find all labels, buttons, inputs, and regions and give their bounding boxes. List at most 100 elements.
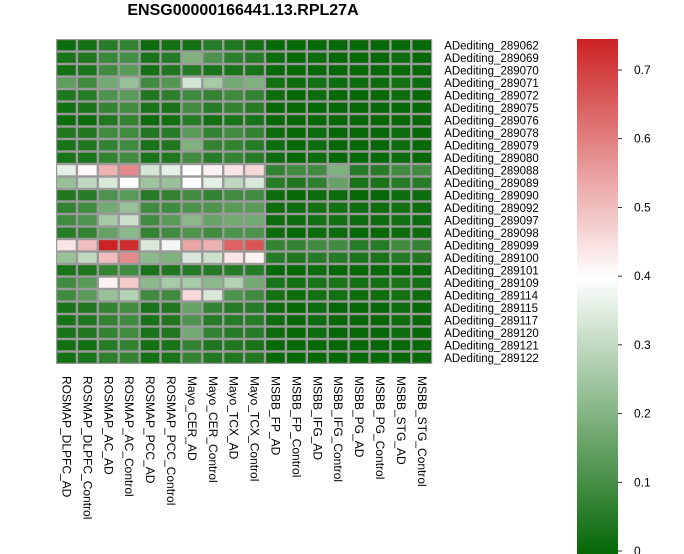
heatmap-cell [99,290,118,301]
heatmap-cell [287,340,306,351]
heatmap-cell [119,265,139,276]
heatmap-cell [99,340,118,351]
heatmap-cell [203,277,222,288]
heatmap-cell [266,327,285,338]
heatmap-cell [57,177,76,188]
heatmap-cell [203,265,222,276]
heatmap-cell [370,152,390,163]
heatmap-cell [203,177,222,188]
row-label: ADediting_289101 [444,265,539,277]
heatmap-cell [182,177,202,188]
column-label: MSBB_IFG_Control [331,376,345,482]
heatmap-cell [266,152,285,163]
heatmap-cell [224,177,243,188]
column-label: MSBB_STG_Control [415,376,429,487]
column-label: MSBB_PG_Control [373,376,387,479]
row-label: ADediting_289121 [444,340,539,352]
heatmap-cell [119,40,139,51]
heatmap-cell [99,152,118,163]
heatmap-cell [78,277,97,288]
row-label: ADediting_289078 [444,128,539,140]
heatmap-cell [328,115,348,126]
heatmap-cell [287,277,306,288]
heatmap-cell [308,327,327,338]
color-scale-tick-label: 0.1 [634,475,651,489]
heatmap-cell [391,327,411,338]
heatmap-cell [328,215,348,226]
heatmap-cell [99,252,118,263]
heatmap-cell [99,302,118,313]
heatmap-cell [57,215,76,226]
heatmap-cell [412,277,431,288]
heatmap-cell [119,340,139,351]
heatmap-cell [391,65,411,76]
heatmap-cell [287,115,306,126]
heatmap-frame [56,39,433,364]
heatmap-cell [119,140,139,151]
heatmap-cell [119,240,139,251]
column-label: ROSMAP_PCC_AD [143,376,157,484]
color-scale-tick-label: 0.6 [634,132,651,146]
heatmap-cell [57,52,76,63]
heatmap-cell [119,290,139,301]
heatmap-cell [119,152,139,163]
heatmap-cell [140,327,160,338]
heatmap-cell [78,302,97,313]
heatmap-cell [78,340,97,351]
heatmap-cell [370,127,390,138]
heatmap-cell [370,202,390,213]
heatmap-cell [287,140,306,151]
row-label: ADediting_289092 [444,203,539,215]
heatmap-cell [140,90,160,101]
heatmap-cell [78,190,97,201]
heatmap-cell [140,352,160,363]
heatmap-cell [245,77,264,88]
heatmap-cell [328,40,348,51]
heatmap-cell [391,265,411,276]
heatmap-cell [266,115,285,126]
heatmap-cell [328,227,348,238]
heatmap-cell [245,40,264,51]
heatmap-cell [349,40,369,51]
heatmap-cell [161,165,181,176]
heatmap-cell [119,302,139,313]
heatmap-cell [161,327,181,338]
heatmap-cell [412,202,431,213]
heatmap-cell [370,177,390,188]
heatmap-cell [328,252,348,263]
column-label: MSBB_FP_Control [289,376,303,477]
row-label: ADediting_289079 [444,140,539,152]
heatmap-cell [370,165,390,176]
heatmap-cell [370,115,390,126]
heatmap-cell [99,77,118,88]
heatmap-cell [99,65,118,76]
heatmap-cell [287,202,306,213]
heatmap-cell [349,240,369,251]
heatmap-cell [266,177,285,188]
heatmap-cell [287,90,306,101]
heatmap-cell [182,90,202,101]
heatmap-cell [224,102,243,113]
heatmap-cell [203,302,222,313]
heatmap-cell [203,152,222,163]
heatmap-cell [78,215,97,226]
heatmap-cell [182,240,202,251]
heatmap-cell [349,115,369,126]
heatmap-cell [245,227,264,238]
heatmap-cell [140,190,160,201]
row-label: ADediting_289120 [444,328,539,340]
heatmap-cell [245,102,264,113]
heatmap-cell [119,252,139,263]
heatmap-cell [161,252,181,263]
column-label: ROSMAP_DLPFC_Control [80,376,94,519]
heatmap-cell [119,202,139,213]
heatmap-cell [328,327,348,338]
heatmap-cell [412,65,431,76]
heatmap-cell [349,265,369,276]
heatmap-cell [78,265,97,276]
heatmap-cell [370,252,390,263]
heatmap-cell [412,152,431,163]
heatmap-cell [266,202,285,213]
row-label: ADediting_289114 [444,290,538,302]
heatmap-cell [308,177,327,188]
